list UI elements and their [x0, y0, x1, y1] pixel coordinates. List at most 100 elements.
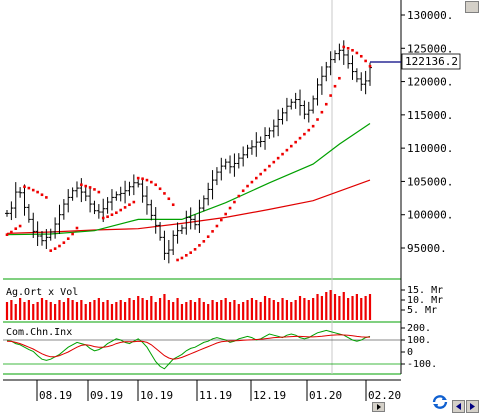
- price-bar: [22, 184, 27, 216]
- volume-bar: [272, 300, 275, 320]
- volume-bar: [351, 296, 354, 320]
- price-bar: [263, 127, 268, 150]
- sar-dot: [75, 226, 79, 230]
- sar-dot: [324, 102, 328, 106]
- price-bar: [31, 212, 36, 239]
- volume-bar: [10, 300, 13, 320]
- price-bar: [131, 174, 136, 196]
- price-bar: [249, 140, 254, 155]
- volume-bar: [360, 298, 363, 320]
- volume-bar: [312, 298, 315, 320]
- sar-dot: [246, 184, 249, 188]
- price-bar: [258, 136, 263, 148]
- sar-dot: [359, 54, 363, 58]
- price-bar: [13, 182, 18, 219]
- sar-dot: [338, 76, 341, 80]
- volume-bar: [329, 290, 332, 320]
- refresh-icon[interactable]: [431, 394, 449, 410]
- sar-dot: [298, 136, 302, 140]
- volume-bar: [93, 300, 96, 320]
- sar-dot: [193, 248, 197, 251]
- volume-tick-label: 15. Mr: [407, 285, 443, 296]
- sar-dot: [45, 196, 48, 199]
- volume-bar: [333, 294, 337, 320]
- sar-dot: [189, 251, 192, 254]
- volume-bar: [355, 294, 358, 320]
- scroll-right-button[interactable]: [466, 400, 479, 413]
- sar-dot: [40, 193, 44, 197]
- volume-bar: [303, 298, 306, 320]
- price-bar: [171, 230, 176, 255]
- sar-dot: [289, 144, 293, 148]
- sar-dot: [185, 254, 188, 257]
- price-bar: [228, 155, 233, 174]
- price-bars: [5, 40, 372, 264]
- price-bar: [341, 40, 346, 65]
- volume-bar: [268, 298, 271, 320]
- price-bar: [306, 101, 311, 123]
- volume-bar: [347, 298, 350, 320]
- date-tick-label: 09.19: [90, 389, 123, 402]
- price-bar: [118, 186, 123, 202]
- sar-dot: [58, 244, 61, 248]
- price-bar: [328, 51, 333, 76]
- price-bar: [153, 207, 158, 234]
- sar-dot: [18, 224, 22, 228]
- volume-bar: [298, 296, 302, 320]
- sar-dot: [163, 192, 166, 195]
- sar-dot: [27, 186, 31, 190]
- price-bar: [79, 178, 84, 203]
- sar-dot: [285, 148, 289, 152]
- volume-bar: [263, 296, 267, 320]
- price-tick-label: 130000.: [407, 9, 453, 22]
- volume-bar: [364, 296, 367, 320]
- price-bar: [53, 217, 58, 239]
- volume-bar: [233, 300, 236, 320]
- volume-bar: [27, 300, 30, 320]
- date-tick-label: 02.20: [368, 389, 401, 402]
- volume-bar: [259, 302, 262, 320]
- sar-dot: [316, 118, 319, 121]
- price-bar: [346, 49, 351, 69]
- price-bar: [350, 55, 355, 80]
- sar-dot: [241, 189, 245, 193]
- resize-grip-icon[interactable]: [465, 1, 479, 13]
- price-bar: [254, 132, 259, 157]
- scroll-left-button[interactable]: [452, 400, 465, 413]
- cci-tick-label: 200.: [407, 323, 431, 334]
- volume-bar: [128, 298, 131, 320]
- cci-tick-label: 0: [407, 347, 413, 358]
- volume-bar: [80, 300, 83, 320]
- volume-bar: [228, 302, 232, 320]
- cci-y-axis-ticks: 200.100.0-100.: [401, 323, 437, 370]
- volume-bar: [32, 304, 35, 320]
- scroll-end-button[interactable]: [372, 402, 385, 412]
- volume-bar: [237, 304, 240, 320]
- sar-dot: [150, 180, 153, 184]
- sar-dot: [5, 233, 9, 236]
- price-tick-label: 105000.: [407, 175, 453, 188]
- price-bar: [114, 191, 119, 201]
- volume-bar: [97, 298, 100, 320]
- price-bar: [197, 199, 202, 234]
- price-bar: [96, 204, 101, 219]
- price-bar: [280, 107, 285, 125]
- volume-bar: [163, 294, 166, 320]
- volume-tick-label: 10. Mr: [407, 295, 443, 306]
- date-tick-label: 12.19: [253, 389, 286, 402]
- cci-tick-label: -100.: [407, 359, 437, 370]
- price-bar: [88, 187, 93, 213]
- price-bar: [201, 195, 206, 212]
- sar-dot: [259, 172, 262, 176]
- date-axis-ticks: 08.19 09.19 10.19 11.19 12.19 01.20 02.20: [36, 380, 401, 402]
- volume-bar: [316, 294, 319, 320]
- volume-bar: [176, 298, 179, 320]
- sar-dot: [276, 156, 280, 160]
- ma-line-ma38: [6, 123, 371, 236]
- sar-dot: [211, 230, 214, 233]
- price-bar: [5, 210, 9, 217]
- price-bar: [70, 187, 75, 201]
- volume-bar: [320, 296, 323, 320]
- price-bar: [109, 189, 114, 211]
- volume-bar: [325, 292, 328, 320]
